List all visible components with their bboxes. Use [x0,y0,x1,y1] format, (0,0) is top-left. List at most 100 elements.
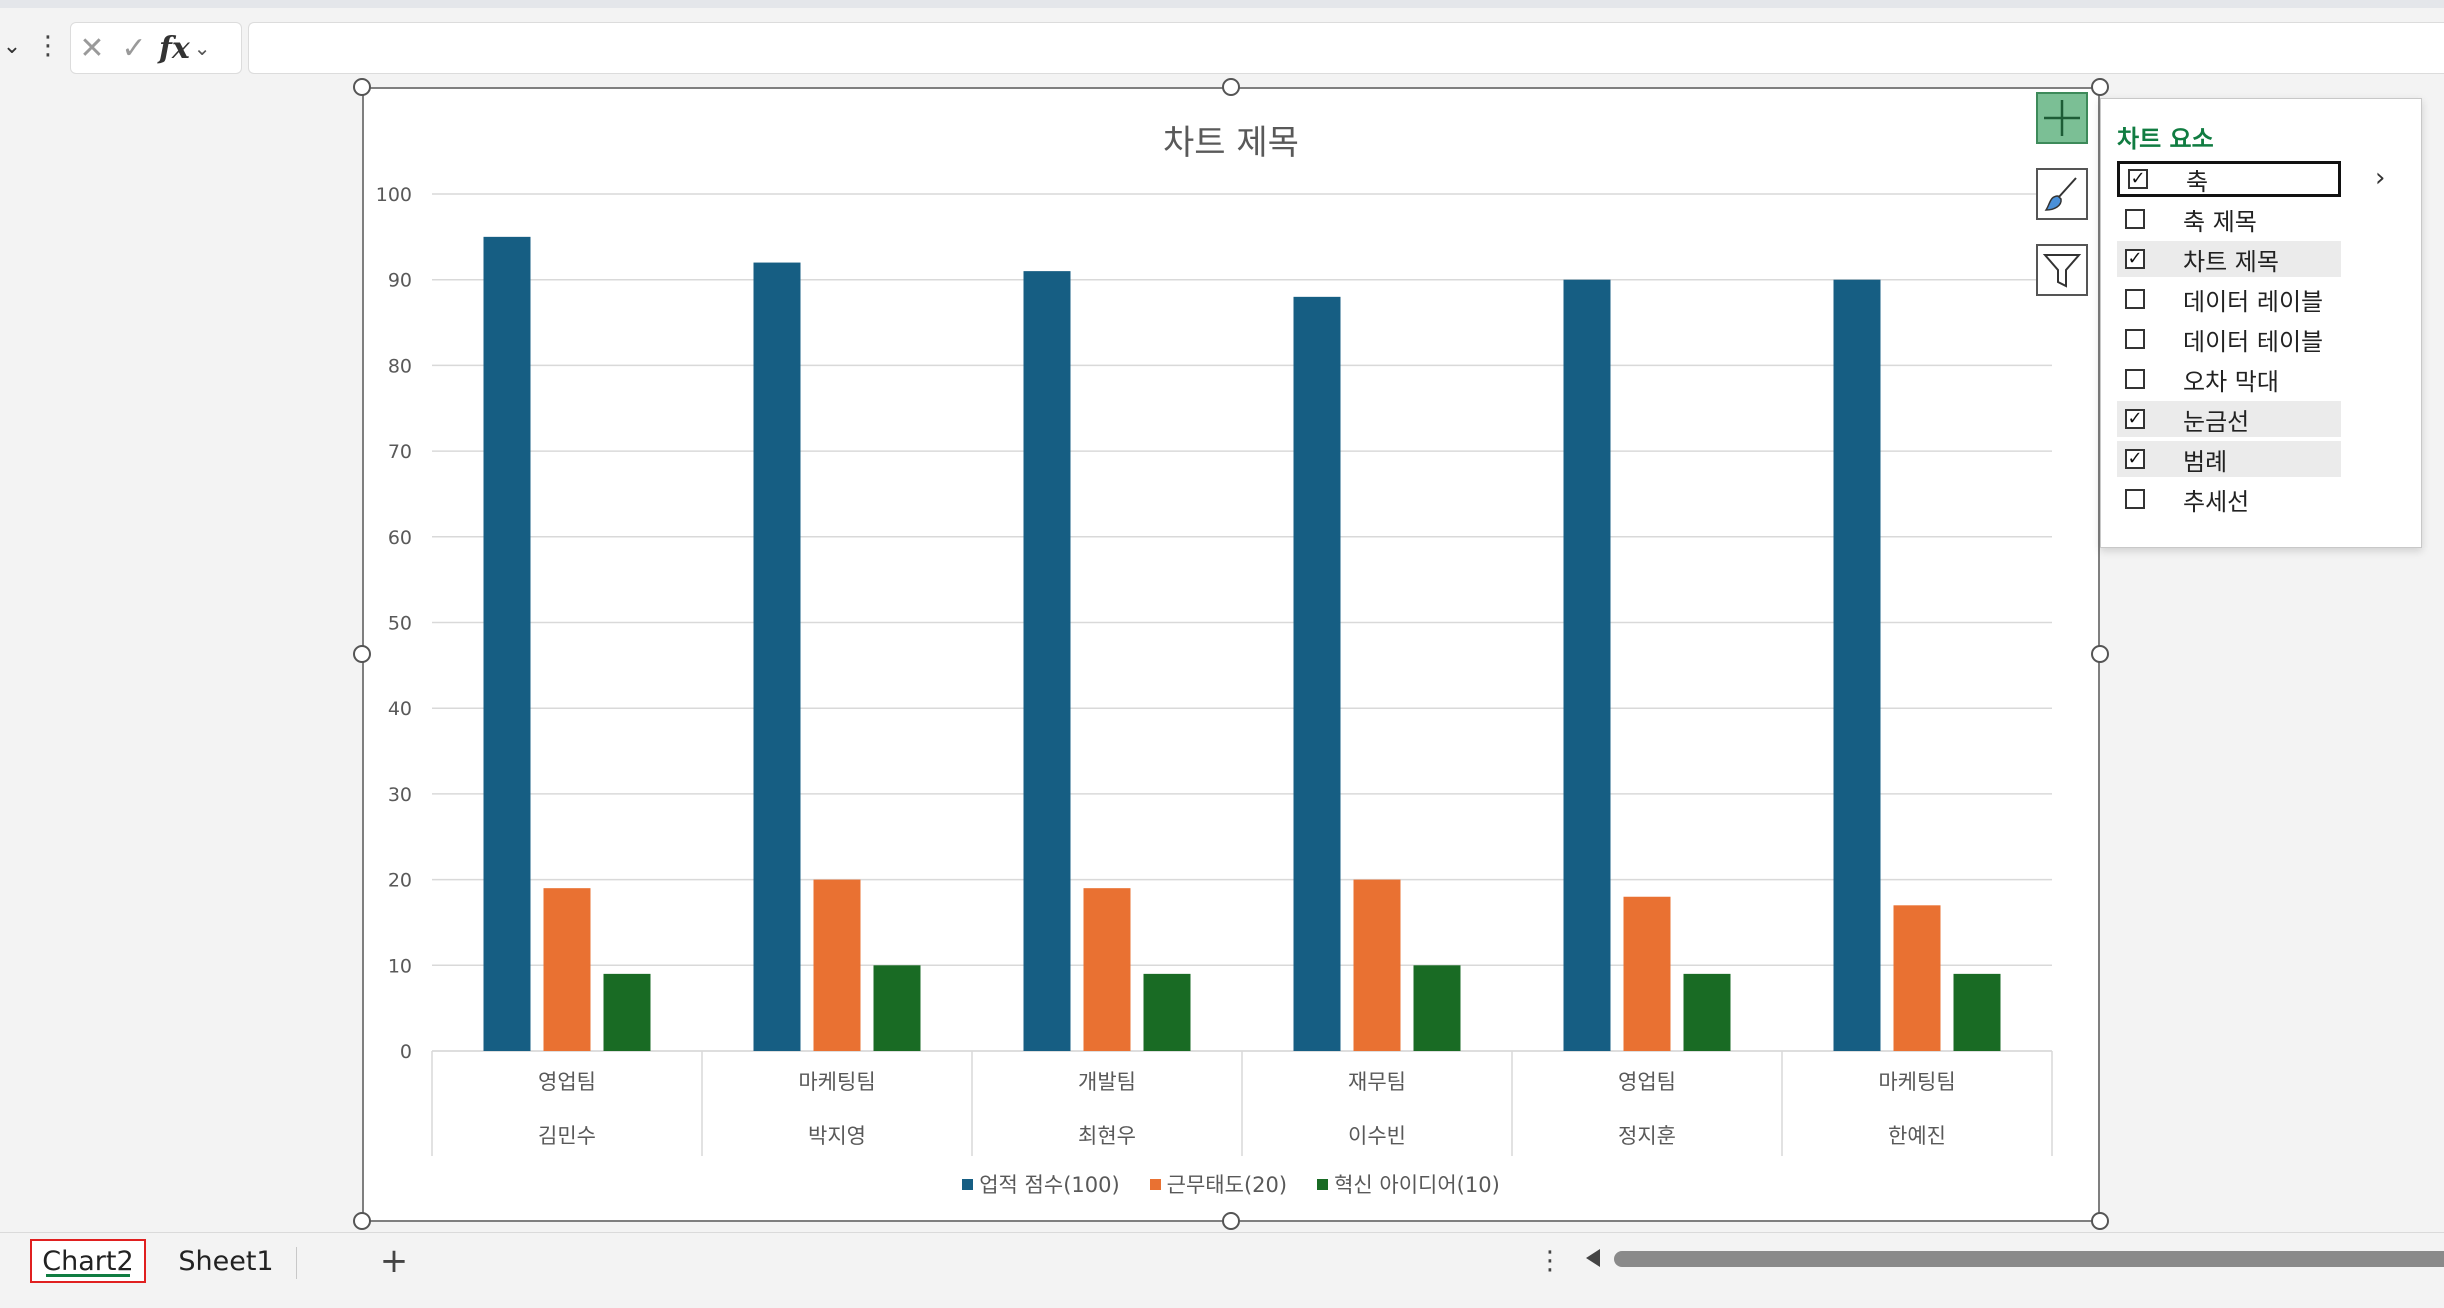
legend-entry[interactable]: 혁신 아이디어(10) [1317,1169,1500,1199]
chart-element-option[interactable]: 축 제목 [2117,201,2341,237]
y-tick-label: 40 [388,698,412,720]
insert-function-button[interactable]: fx [159,30,190,66]
bar [1893,905,1941,1051]
chart-element-option[interactable]: ✓ 차트 제목 [2117,241,2341,277]
chart-element-option[interactable]: 추세선 [2117,481,2341,517]
legend-entry[interactable]: 업적 점수(100) [962,1169,1120,1199]
bar [543,888,591,1051]
more-options-icon[interactable]: ⋮ [1537,1246,1563,1276]
chart-element-label: 축 [2186,167,2209,196]
x-category-name-label: 김민수 [538,1124,596,1148]
checkbox-checked[interactable]: ✓ [2125,449,2145,469]
bar [1083,888,1131,1051]
plus-icon [2044,100,2080,136]
legend-entry[interactable]: 근무태도(20) [1149,1169,1288,1199]
bar [873,965,921,1051]
chart-element-label: 눈금선 [2183,407,2250,436]
bar [1953,973,2001,1051]
checkbox-checked[interactable]: ✓ [2125,249,2145,269]
chart-element-option[interactable]: ✓ 축 [2117,161,2341,197]
x-category-name-label: 최현우 [1078,1124,1136,1148]
x-category-team-label: 영업팀 [1618,1070,1676,1094]
checkbox-checked[interactable]: ✓ [2125,409,2145,429]
resize-handle-top[interactable] [1222,78,1240,96]
chart-filters-button[interactable] [2036,244,2088,296]
confirm-icon[interactable]: ✓ [121,30,147,66]
add-sheet-button[interactable]: + [379,1241,409,1281]
x-category-team-label: 재무팀 [1348,1070,1406,1094]
bar [603,973,651,1051]
resize-handle-bottom-right[interactable] [2091,1212,2109,1230]
legend-swatch [1317,1178,1329,1190]
horizontal-scrollbar[interactable] [1614,1251,2444,1267]
bar [813,879,861,1051]
chart-element-option[interactable]: 오차 막대 [2117,361,2341,397]
y-tick-label: 60 [388,527,412,549]
checkbox-unchecked[interactable] [2125,489,2145,509]
bar [1833,279,1881,1051]
filter-icon [2042,254,2082,288]
chart-element-option[interactable]: ✓ 눈금선 [2117,401,2341,437]
cancel-icon[interactable]: ✕ [79,30,105,66]
x-category-team-label: 개발팀 [1078,1070,1136,1094]
y-tick-label: 80 [388,355,412,377]
chart-title[interactable]: 차트 제목 [1163,123,1299,163]
chevron-right-icon[interactable]: › [2375,163,2386,193]
resize-handle-top-left[interactable] [353,78,371,96]
legend-label: 혁신 아이디어(10) [1334,1173,1500,1197]
formula-input[interactable] [248,22,2444,74]
checkbox-unchecked[interactable] [2125,329,2145,349]
y-tick-label: 0 [400,1041,412,1063]
x-category-name-label: 정지훈 [1618,1124,1676,1148]
chart-elements-button[interactable] [2036,92,2088,144]
x-category-name-label: 이수빈 [1348,1124,1406,1148]
checkbox-checked[interactable]: ✓ [2128,169,2148,189]
tab-sheet1[interactable]: Sheet1 [178,1245,274,1277]
chart-area[interactable]: 차트 제목 0 10 20 30 40 50 60 70 80 90 100 영업팀 김민수 마케팅팀 박지… [362,87,2100,1222]
chart-element-option[interactable]: 데이터 레이블 [2117,281,2341,317]
resize-handle-left[interactable] [353,645,371,663]
legend-label: 근무태도(20) [1166,1173,1288,1197]
resize-handle-right[interactable] [2091,645,2109,663]
checkbox-unchecked[interactable] [2125,369,2145,389]
chart-element-option[interactable]: ✓ 범례 [2117,441,2341,477]
legend-swatch [1149,1178,1161,1190]
chevron-down-icon[interactable]: ⌄ [193,36,211,60]
resize-handle-bottom[interactable] [1222,1212,1240,1230]
legend-swatch [962,1178,974,1190]
checkbox-unchecked[interactable] [2125,289,2145,309]
name-box-dropdown-icon[interactable]: ⌄ [2,33,22,59]
tab-chart2[interactable]: Chart2 [30,1239,146,1283]
y-tick-label: 30 [388,784,412,806]
resize-handle-top-right[interactable] [2091,78,2109,96]
chart-legend[interactable]: 업적 점수(100) 근무태도(20) 혁신 아이디어(10) [364,1169,2098,1199]
bar [1143,973,1191,1051]
resize-handle-bottom-left[interactable] [353,1212,371,1230]
y-tick-label: 20 [388,870,412,892]
y-tick-label: 100 [376,184,412,206]
tab-divider [296,1247,297,1279]
sheet-tab-bar: Chart2 Sheet1 + ⋮ [0,1232,2444,1308]
bar [1563,279,1611,1051]
chart-element-option[interactable]: 데이터 테이블 [2117,321,2341,357]
bar [1623,896,1671,1051]
panel-title: 차트 요소 [2117,125,2214,153]
more-options-icon[interactable]: ⋮ [35,31,61,61]
scroll-left-icon[interactable] [1586,1249,1600,1267]
formula-buttons: ✕ ✓ fx ⌄ [70,22,242,74]
chart-styles-button[interactable] [2036,168,2088,220]
bar [1023,271,1071,1051]
legend-label: 업적 점수(100) [979,1173,1120,1197]
x-category-team-label: 영업팀 [538,1070,596,1094]
y-tick-label: 90 [388,270,412,292]
formula-bar: ⌄ ⋮ ✕ ✓ fx ⌄ [0,0,2444,78]
bar [483,236,531,1052]
y-tick-label: 70 [388,441,412,463]
checkbox-unchecked[interactable] [2125,209,2145,229]
y-tick-label: 50 [388,613,412,635]
chart-element-label: 데이터 레이블 [2183,287,2324,316]
chart-element-label: 데이터 테이블 [2183,327,2324,356]
x-category-team-label: 마케팅팀 [798,1070,875,1094]
chart-element-label: 차트 제목 [2183,247,2279,276]
